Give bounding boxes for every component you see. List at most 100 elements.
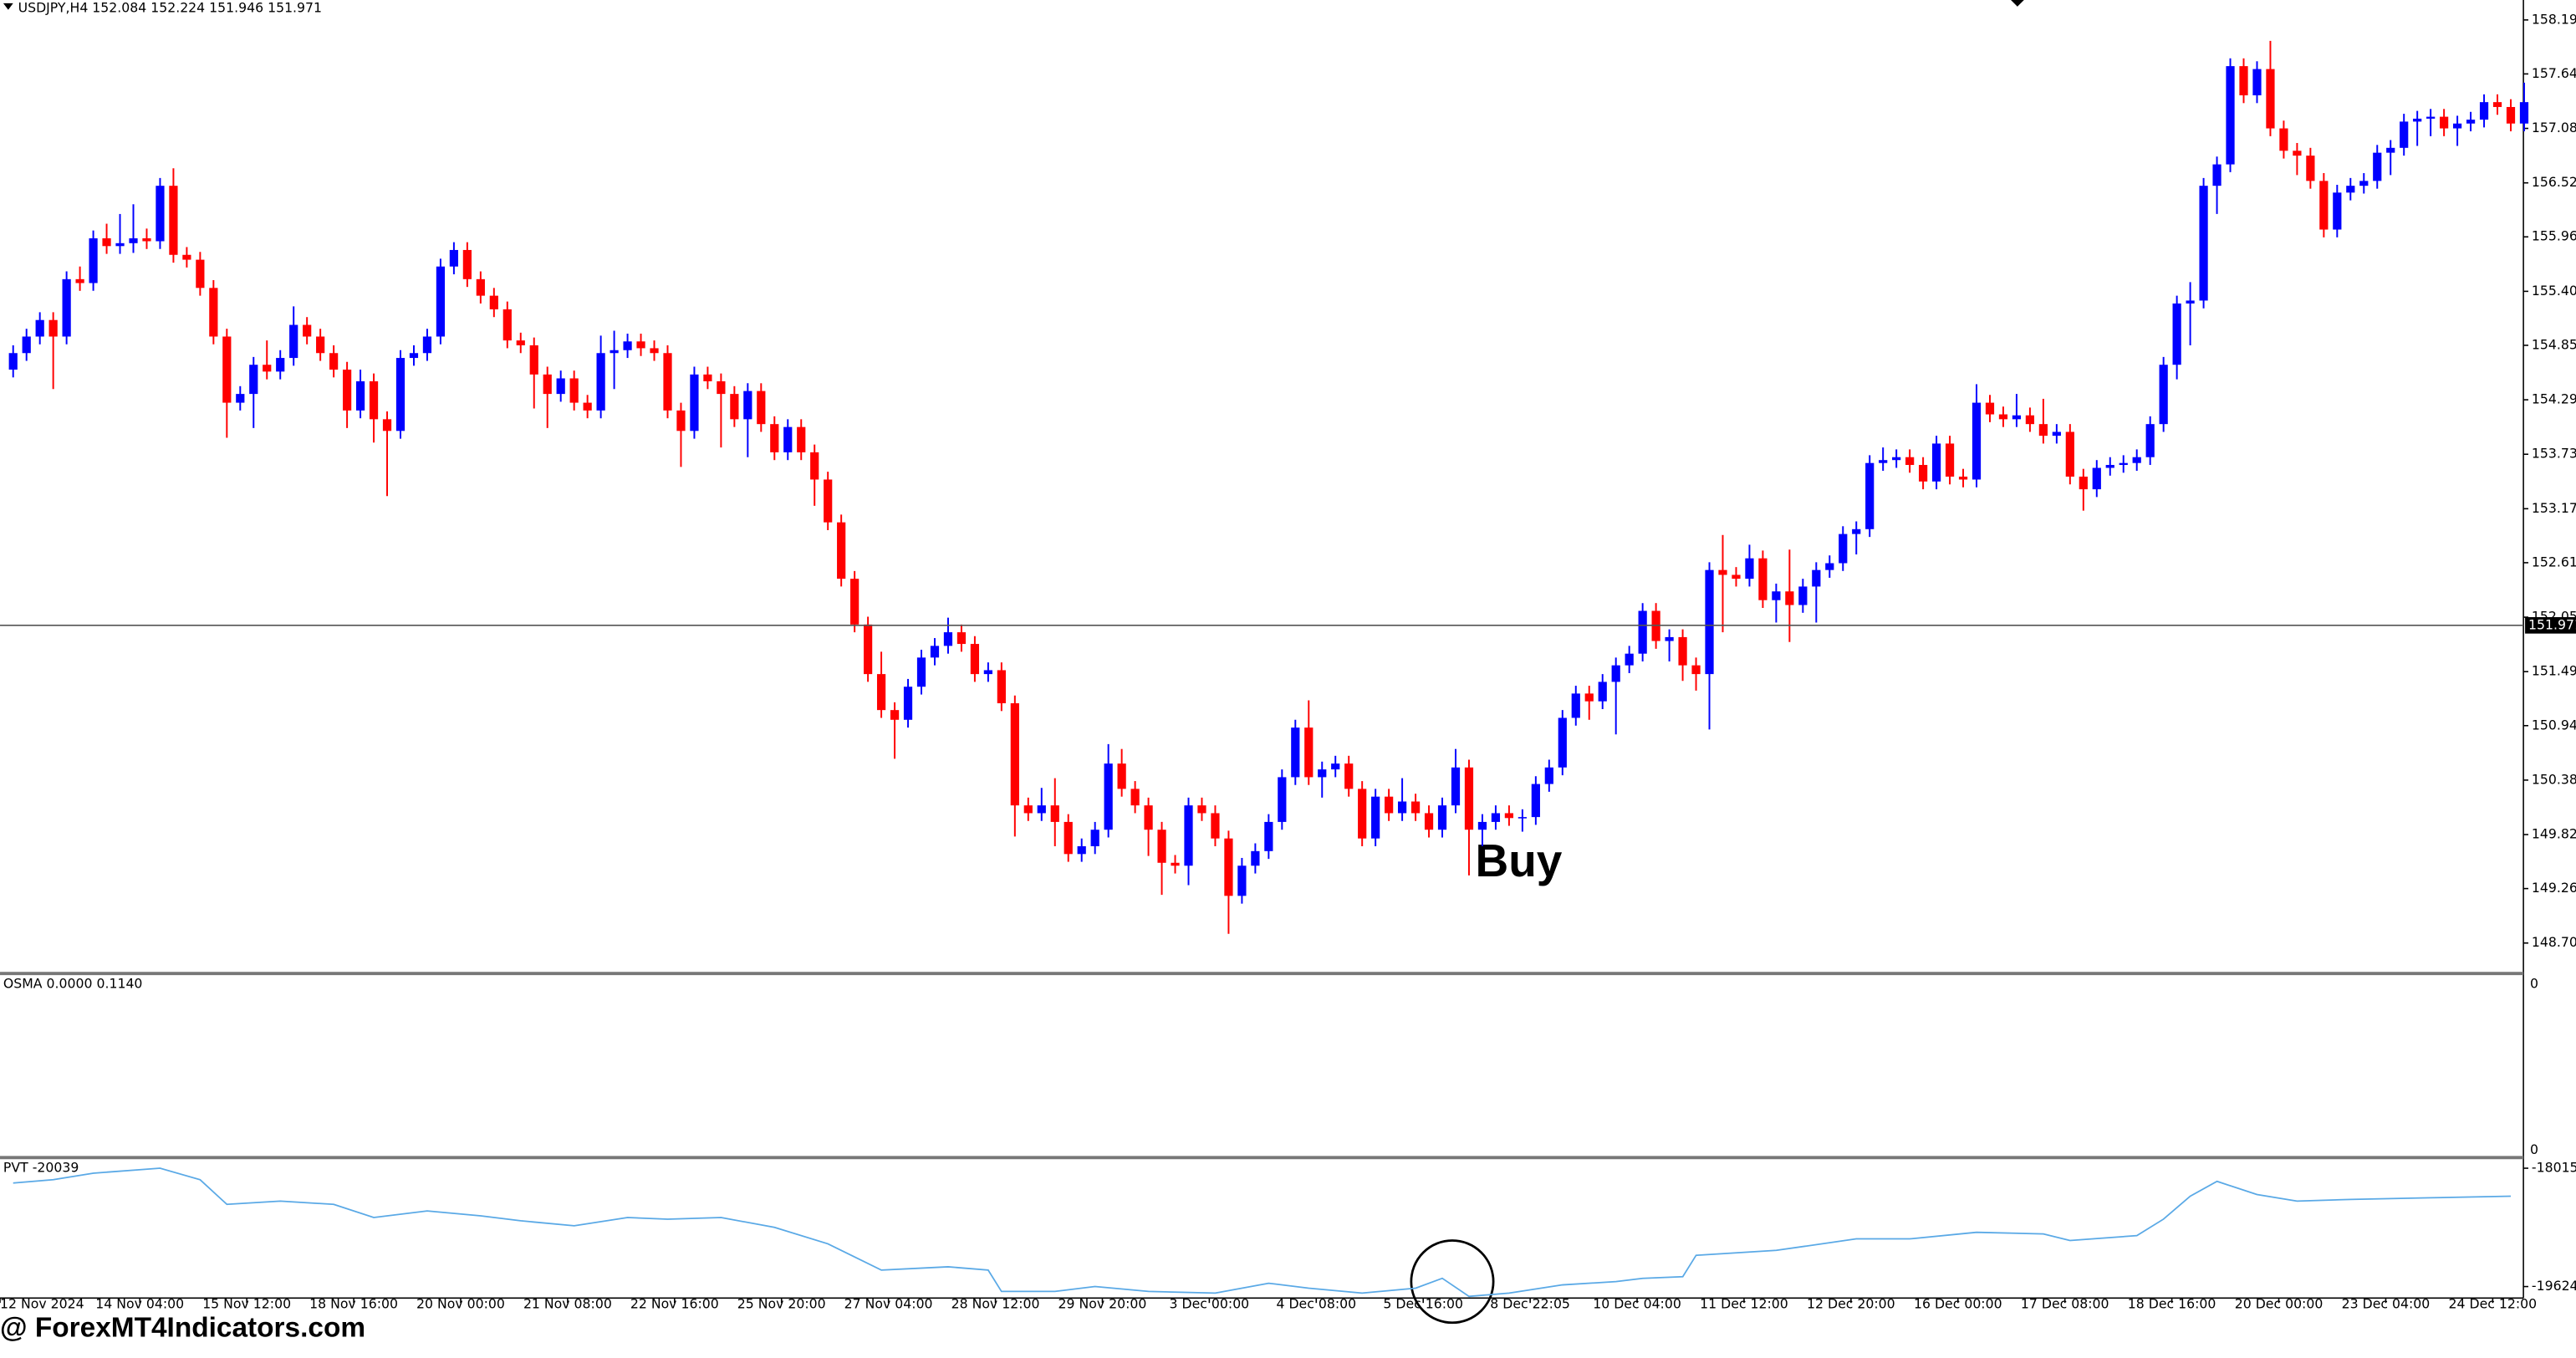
candle-body [1852,528,1861,534]
candle-body [1531,784,1540,818]
osma-title: OSMA 0.0000 0.1140 [3,975,143,991]
candle-body [2440,116,2449,129]
candle-body [196,259,205,288]
candle-body [2359,181,2369,186]
candle-body [1665,636,1674,641]
y-tick-label: 157.640 [2532,65,2576,81]
candle-body [2092,467,2101,490]
y-tick-label: 149.265 [2532,880,2576,896]
x-tick-label: 5 Dec 16:00 [1383,1296,1463,1312]
title-arrow [3,3,13,10]
candle-body [1825,563,1834,570]
candle-body [236,394,245,403]
candle-body [263,365,272,372]
candle-body [2172,303,2181,365]
pvt-title: PVT -20039 [3,1160,79,1176]
y-tick-label: 154.850 [2532,336,2576,352]
candle-body [516,340,525,345]
candle-body [2199,186,2208,301]
candle-body [916,657,926,687]
candle-body [703,374,712,381]
candle-body [2186,300,2195,304]
x-tick-label: 20 Nov 00:00 [416,1296,505,1312]
candle-body [502,309,512,341]
candle-body [556,378,565,395]
x-tick-label: 29 Nov 20:00 [1058,1296,1147,1312]
candle-body [1331,763,1340,770]
candle-body [276,358,285,372]
candle-body [1905,457,1915,466]
candle-body [730,394,739,420]
candle-body [1972,402,1982,480]
candle-body [409,353,419,359]
candle-body [983,670,992,675]
candle-body [1584,693,1594,702]
candle-body [2038,424,2048,436]
candle-body [1318,769,1327,778]
candle-body [89,237,98,283]
candle-body [1050,805,1059,822]
candle-body [1772,591,1781,600]
candle-body [2239,66,2248,95]
candle-body [529,345,538,375]
candle-body [2506,106,2516,124]
y-tick-label: 151.495 [2532,663,2576,679]
candle-body [610,350,619,354]
candle-body [1424,813,1434,830]
candle-body [2426,116,2436,119]
candle-body [837,522,846,579]
candle-body [2479,102,2489,120]
candle-body [342,370,352,411]
candle-body [2306,156,2315,181]
candle-body [1023,805,1033,814]
y-tick-label: 154.290 [2532,391,2576,407]
candle-body [1010,703,1019,806]
candle-body [1157,830,1166,863]
candle-body [943,632,953,646]
candle-body [2492,102,2502,107]
candle-body [1839,534,1848,564]
candle-body [2105,465,2114,468]
osma-axis-label: 0 [2530,975,2538,991]
candle-body [1678,636,1687,666]
x-tick-label: 17 Dec 08:00 [2021,1296,2109,1312]
y-tick-label: 156.520 [2532,174,2576,190]
candle-body [142,237,151,242]
candle-body [422,336,432,354]
candle-body [1705,569,1714,675]
candle-body [1745,558,1754,579]
y-tick-label: 158.195 [2532,11,2576,27]
candle-body [1064,821,1073,855]
candle-body [1171,862,1180,866]
candle-body [156,186,165,242]
candle-body [1264,821,1273,851]
candle-body [1558,717,1567,768]
watermark: @ ForexMT4Indicators.com [0,1312,365,1343]
candle-body [289,324,298,359]
candle-body [2052,431,2061,436]
candle-body [1385,796,1394,814]
candle-body [956,632,967,645]
y-tick-label: -19624 [2532,1278,2576,1294]
candle-body [1237,865,1247,896]
candle-body [569,378,579,403]
candle-body [876,674,886,711]
candle-body [850,579,860,625]
y-tick-label: -18015 [2532,1160,2576,1176]
candle-body [623,341,632,350]
x-tick-label: 12 Dec 20:00 [1807,1296,1895,1312]
x-tick-label: 18 Dec 16:00 [2128,1296,2216,1312]
candle-body [1718,569,1727,575]
x-tick-label: 12 Nov 2024 [0,1296,84,1312]
candle-body [1184,805,1193,866]
candle-body [1758,558,1767,600]
candle-body [1211,813,1220,839]
x-tick-label: 28 Nov 12:00 [951,1296,1040,1312]
candle-body [1278,777,1287,822]
candle-body [636,341,645,349]
candle-body [2400,121,2409,148]
candle-body [2079,476,2088,490]
candle-body [2373,152,2382,181]
candle-body [1931,443,1941,482]
